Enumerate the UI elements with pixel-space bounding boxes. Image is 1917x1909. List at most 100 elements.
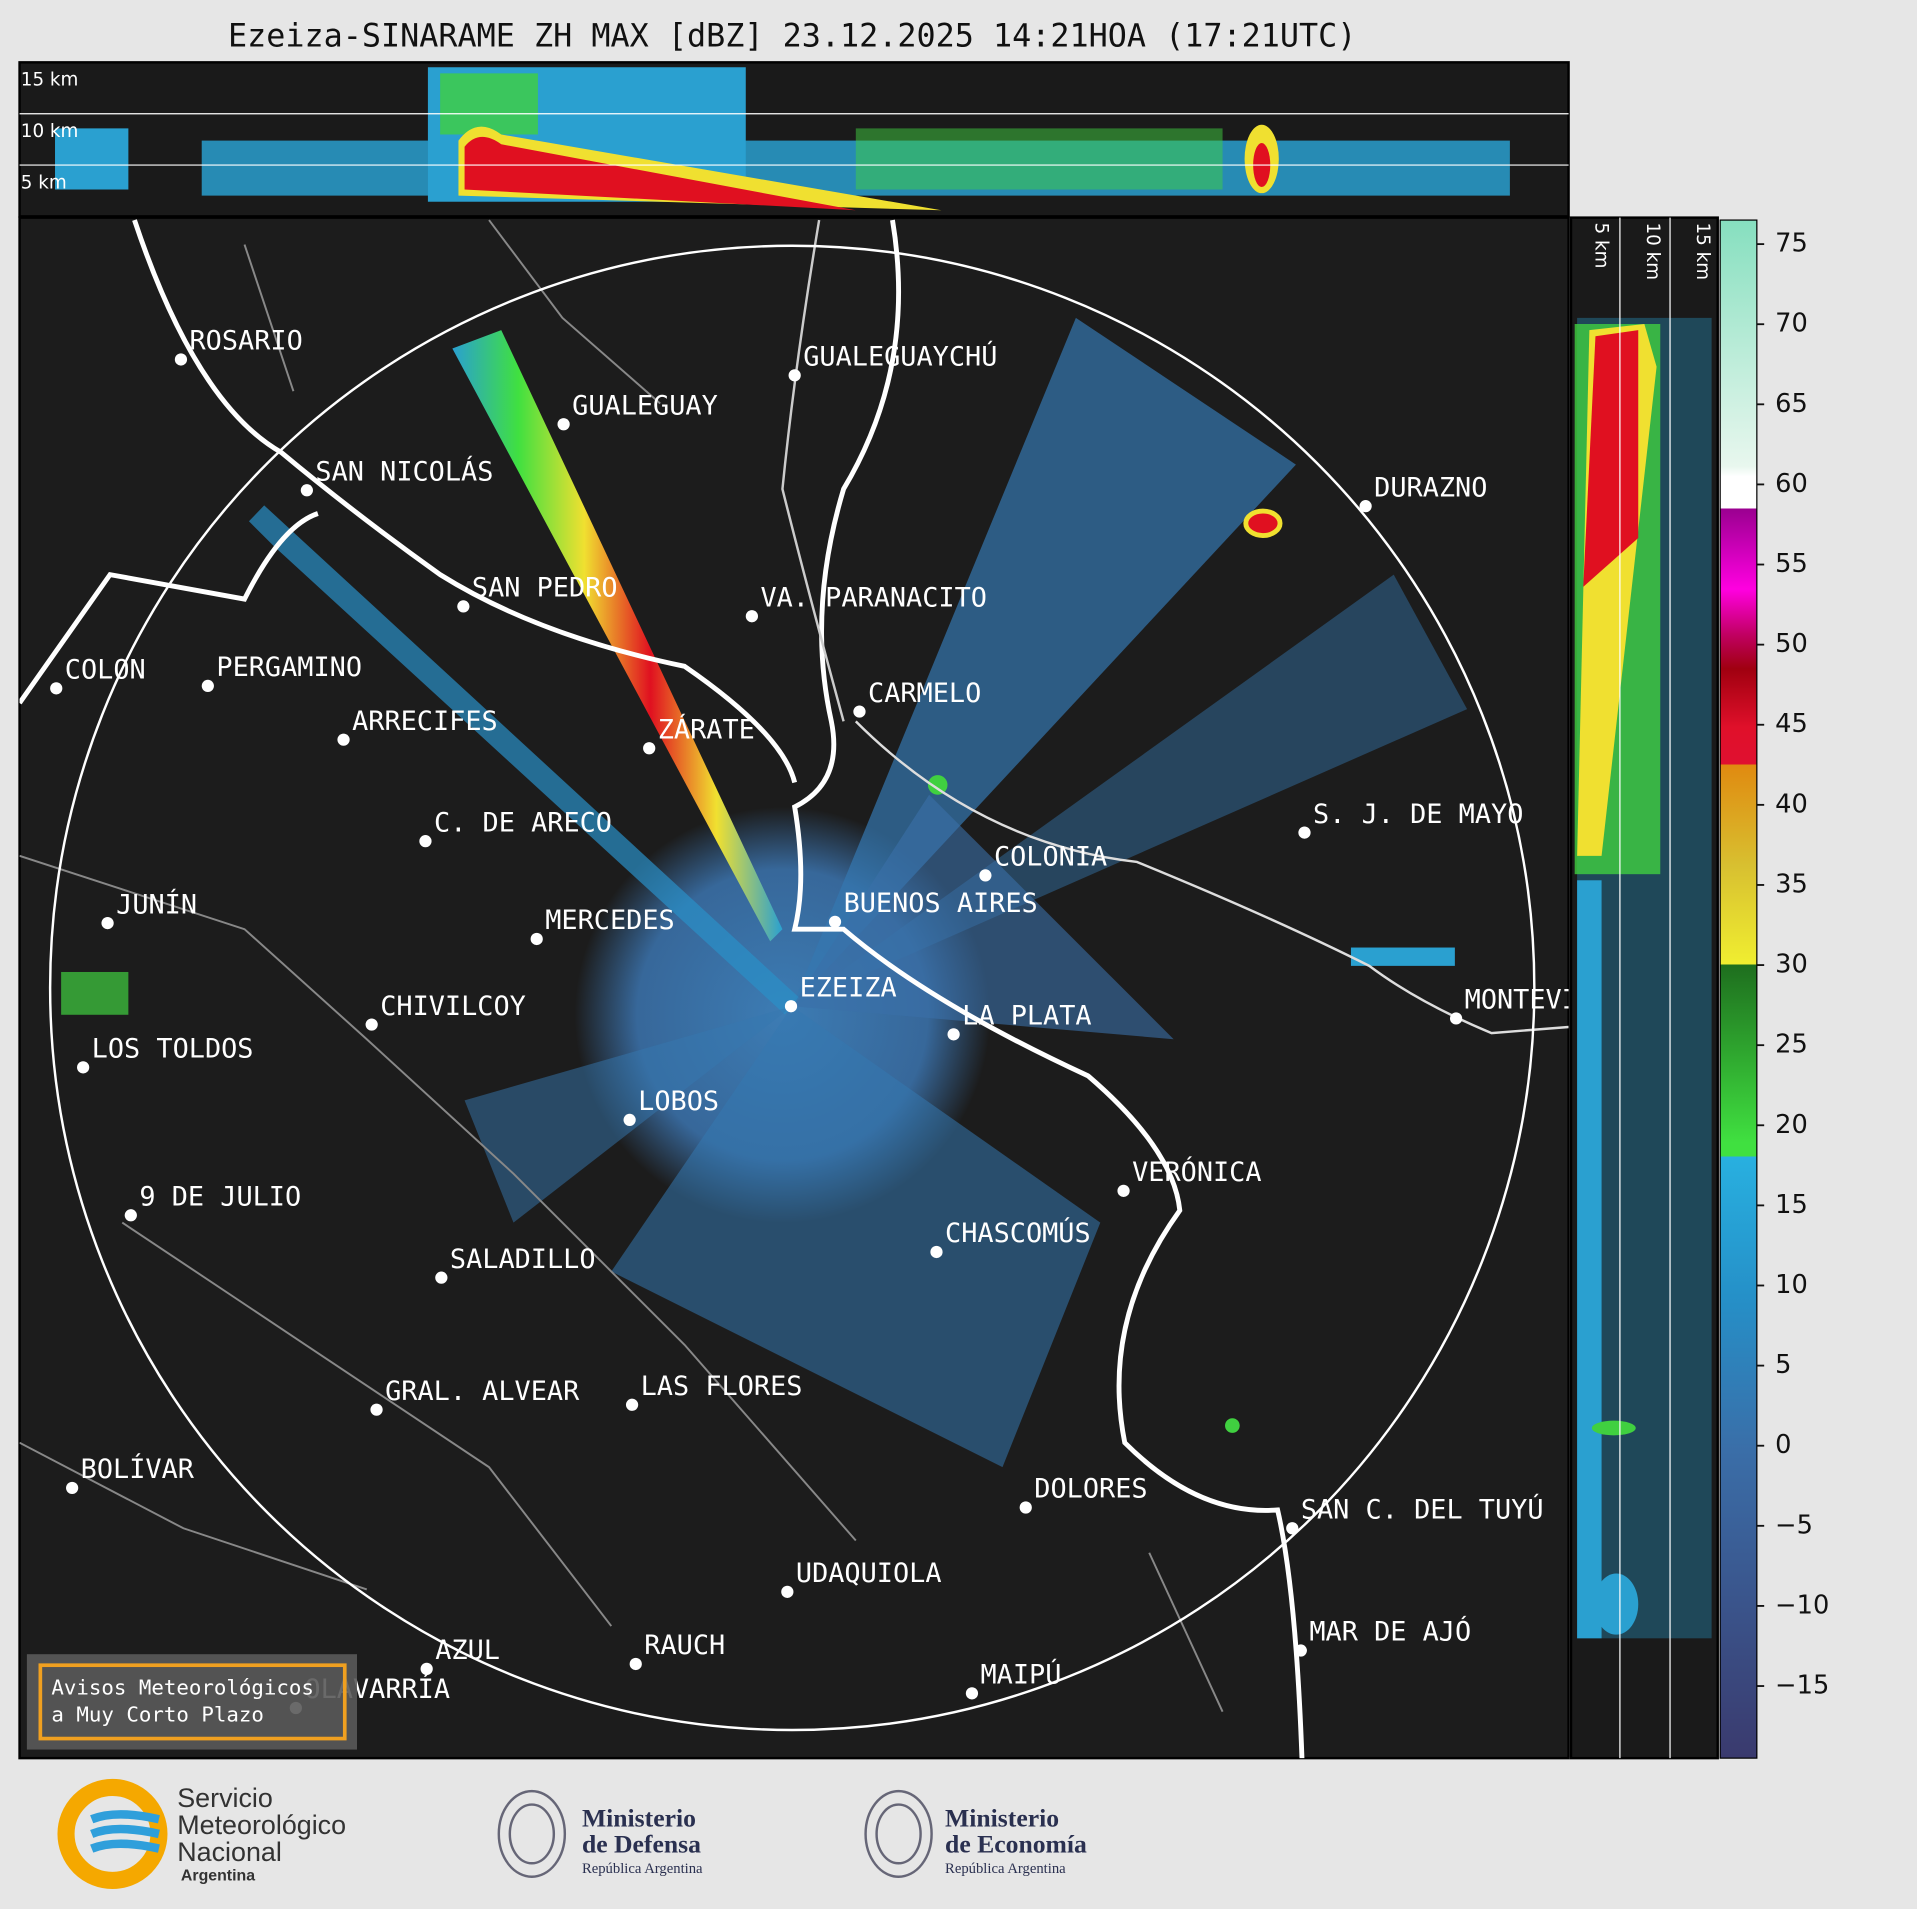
colorbar-tick-label: 40 [1775, 789, 1808, 819]
city-dot [457, 600, 470, 613]
city-dot [435, 1271, 448, 1284]
height-label: 5 km [21, 172, 67, 193]
city-label: ARRECIFES [352, 706, 498, 737]
city-label: S. J. DE MAYO [1313, 799, 1523, 830]
city-label: GUALEGUAY [572, 390, 718, 421]
city-label: SAN PEDRO [472, 573, 618, 604]
city-dot [788, 369, 801, 382]
city-label: SAN C. DEL TUYÚ [1301, 1493, 1544, 1525]
city-dot [979, 869, 992, 882]
city-dot [784, 1000, 798, 1013]
city-dot [174, 353, 188, 366]
city-label: CHIVILCOY [380, 991, 526, 1022]
city-dot [930, 1245, 943, 1259]
smn-country: Argentina [181, 1867, 255, 1884]
height-label: 15 km [21, 70, 79, 91]
city-dot [1298, 826, 1311, 839]
notice-text: a Muy Corto Plazo [51, 1702, 264, 1726]
city-label: CHASCOMÚS [945, 1217, 1091, 1249]
city-label: VA. PARANACITO [760, 582, 987, 613]
height-label: 10 km [21, 121, 79, 142]
city-label: AZUL [435, 1635, 500, 1666]
city-dot [623, 1113, 636, 1127]
ministry-country: República Argentina [582, 1861, 703, 1877]
coat-of-arms [497, 1789, 933, 1878]
city-layer: ROSARIO GUALEGUAYCHÚ GUALEGUAY SAN NICOLÁS D… [50, 326, 1627, 1715]
city-label: JUNÍN [116, 888, 197, 920]
city-label: ZÁRATE [658, 713, 755, 745]
city-label: 9 DE JULIO [139, 1182, 301, 1213]
colorbar-tick-label: 30 [1775, 950, 1808, 980]
colorbar-tick-label: −10 [1775, 1590, 1829, 1620]
city-label: BUENOS AIRES [844, 888, 1038, 919]
side-echoes [1574, 317, 1712, 1639]
city-dot [745, 610, 758, 623]
smn-text: Meteorológico [177, 1810, 346, 1840]
city-label: DURAZNO [1374, 472, 1487, 503]
city-dot [50, 682, 63, 695]
city-dot [1019, 1501, 1032, 1514]
city-label: MONTEVIDEO [1465, 985, 1627, 1016]
range-ring [48, 244, 1536, 1732]
city-dot [77, 1061, 90, 1074]
city-dot [557, 418, 570, 431]
title: Ezeiza-SINARAME ZH MAX [dBZ] 23.12.2025 … [228, 18, 1356, 54]
city-dot [828, 915, 842, 928]
city-label: LA PLATA [962, 1001, 1091, 1032]
city-dot [419, 835, 432, 848]
colorbar-tick-label: 20 [1775, 1110, 1808, 1140]
city-dot [530, 932, 543, 946]
colorbar-tick-label: −5 [1775, 1510, 1813, 1540]
smn-text: Servicio [177, 1783, 273, 1813]
city-dot [201, 679, 214, 693]
city-dot [643, 742, 656, 755]
notice-border [38, 1663, 347, 1741]
colorbar-tick-label: 70 [1775, 309, 1808, 339]
city-label: LOBOS [638, 1086, 719, 1117]
city-label: GRAL. ALVEAR [385, 1376, 580, 1407]
city-label: MAR DE AJÓ [1309, 1616, 1471, 1648]
city-dot [66, 1481, 79, 1495]
city-label: SAN NICOLÁS [315, 455, 493, 487]
colorbar-tick-label: 60 [1775, 469, 1808, 499]
notice-text: Avisos Meteorológicos [51, 1676, 314, 1700]
notice-box [26, 1654, 357, 1750]
smn-logo [57, 1778, 168, 1889]
city-label: UDAQUIOLA [796, 1558, 942, 1589]
city-dot [781, 1585, 794, 1598]
city-label: SALADILLO [450, 1244, 596, 1275]
height-label: 10 km [1642, 223, 1663, 281]
colorbar-tick-label: 55 [1775, 549, 1808, 579]
city-dot [365, 1018, 378, 1031]
colorbar-tick-label: 50 [1775, 629, 1808, 659]
city-dot [853, 705, 866, 718]
city-dot [1359, 500, 1372, 513]
city-dot [1449, 1012, 1463, 1025]
city-dot [1294, 1644, 1307, 1657]
colorbar-tick-label: 45 [1775, 709, 1808, 739]
ministry-text: Ministerio [582, 1804, 696, 1833]
colorbar-tick-label: 35 [1775, 869, 1808, 899]
colorbar [1719, 219, 1758, 1759]
city-label: MERCEDES [545, 905, 674, 936]
city-label: CARMELO [868, 678, 981, 709]
colorbar-tick-label: 5 [1775, 1350, 1791, 1380]
city-label: RAUCH [644, 1630, 725, 1661]
colorbar-tick-label: 25 [1775, 1030, 1808, 1060]
colorbar-tick-label: 75 [1775, 229, 1808, 259]
city-dot [947, 1028, 960, 1041]
height-label: 15 km [1692, 223, 1713, 281]
colorbar-tick-label: 10 [1775, 1270, 1808, 1300]
city-dot [1117, 1184, 1130, 1197]
city-dot [300, 484, 313, 497]
city-label: COLON [65, 655, 146, 686]
borders [19, 219, 1569, 1759]
city-label: EZEIZA [800, 972, 897, 1003]
city-dot [337, 733, 350, 746]
colorbar-tick-label: −15 [1775, 1671, 1829, 1701]
city-dot [629, 1657, 642, 1671]
colorbar-tick-label: 65 [1775, 389, 1808, 419]
city-label: MAIPÚ [981, 1659, 1062, 1691]
